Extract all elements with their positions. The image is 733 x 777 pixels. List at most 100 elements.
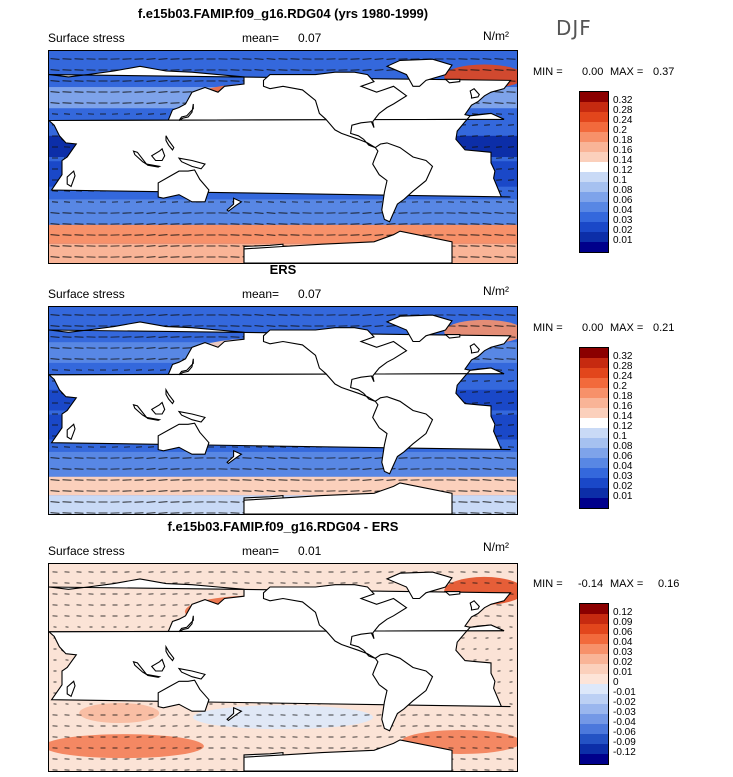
landmass-outline [150, 147, 166, 162]
colorbar-swatch [580, 644, 608, 654]
panel-1-max-label: MAX = [610, 66, 644, 78]
colorbar-swatch [580, 162, 608, 172]
colorbar-level-label: 0.28 [613, 105, 633, 116]
colorbar-level-label: 0.2 [613, 381, 627, 392]
colorbar-level-label: 0.01 [613, 235, 633, 246]
landmass-outline [243, 482, 453, 514]
colorbar-swatch [580, 418, 608, 428]
landmass-outline [469, 343, 480, 354]
colorbar-swatch [580, 172, 608, 182]
colorbar-level-label: 0.16 [613, 401, 633, 412]
colorbar-level-label: 0.18 [613, 135, 633, 146]
colorbar-level-label: 0.18 [613, 391, 633, 402]
colorbar-swatch [580, 624, 608, 634]
panel-3-variable: Surface stress [48, 544, 125, 558]
colorbar-swatch [580, 358, 608, 368]
landmass-outline [177, 157, 206, 170]
panel-2-min-label: MIN = [533, 322, 563, 334]
panel-2-mean-label: mean= [242, 287, 280, 301]
colorbar-swatch [580, 102, 608, 112]
landmass-outline [243, 739, 453, 771]
colorbar-swatch [580, 468, 608, 478]
colorbar-swatch [580, 498, 608, 508]
landmass-outline [226, 449, 243, 465]
panel-1-min-value: 0.00 [582, 66, 604, 78]
stress-band [49, 199, 517, 225]
colorbar-level-label: 0.09 [613, 617, 633, 628]
landmass-outline [49, 367, 511, 451]
colorbar-level-label: 0.04 [613, 461, 633, 472]
landmass-outline [144, 416, 162, 421]
colorbar-swatch [580, 222, 608, 232]
landmass-outline [178, 358, 194, 376]
colorbar-swatch [580, 704, 608, 714]
colorbar-level-label: 0.02 [613, 225, 633, 236]
panel-3-min-label: MIN = [533, 578, 563, 590]
panel-2-max-label: MAX = [610, 322, 644, 334]
colorbar-swatch [580, 458, 608, 468]
landmass-outline [444, 78, 461, 84]
colorbar-swatch [580, 674, 608, 684]
colorbar-level-label: -0.12 [613, 747, 636, 758]
landmass-outline [243, 230, 453, 263]
panel-2-map-field [49, 307, 517, 514]
colorbar-level-label: -0.04 [613, 717, 636, 728]
panel-2-min-value: 0.00 [582, 322, 604, 334]
colorbar-swatch [580, 192, 608, 202]
landmass-outline [157, 169, 210, 203]
panel-3-title: f.e15b03.FAMIP.f09_g16.RDG04 - ERS [167, 519, 399, 534]
colorbar-swatches [579, 91, 609, 253]
colorbar-level-label: -0.02 [613, 697, 636, 708]
panel-1-units: N/m² [483, 29, 509, 43]
landmass-outline [144, 673, 162, 678]
panel-3-min-value: -0.14 [578, 578, 604, 590]
panel-3-map [48, 563, 518, 772]
colorbar-level-label: 0.32 [613, 95, 633, 106]
landmass-outline [49, 112, 511, 198]
landmass-outline [157, 679, 210, 712]
landmass-outline [165, 387, 175, 405]
colorbar-level-label: 0.06 [613, 627, 633, 638]
landmass-outline [385, 571, 453, 600]
colorbar-level-label: 0.04 [613, 637, 633, 648]
colorbar-swatch [580, 398, 608, 408]
stress-patch [49, 734, 204, 759]
landmass-outline [372, 396, 434, 475]
landmass-outline [132, 150, 147, 165]
landmass-outline [262, 71, 408, 149]
landmass-outline [150, 658, 166, 672]
colorbar-level-label: 0.1 [613, 175, 627, 186]
landmass-outline [262, 327, 408, 402]
panel-1-title: f.e15b03.FAMIP.f09_g16.RDG04 (yrs 1980-1… [137, 6, 429, 21]
panel-1-mean-label: mean= [242, 31, 280, 45]
colorbar-swatch [580, 604, 608, 614]
panel-3-mean-value: 0.01 [298, 544, 322, 558]
panel-2-units: N/m² [483, 284, 509, 298]
colorbar-swatches [579, 603, 609, 765]
landmass-outline [372, 142, 434, 223]
landmass-outline [469, 600, 480, 611]
landmass-outline [132, 660, 147, 675]
colorbar-level-label: 0.12 [613, 421, 633, 432]
colorbar-level-label: 0.01 [613, 667, 633, 678]
panel-1-variable: Surface stress [48, 31, 125, 45]
landmass-outline [372, 653, 434, 732]
colorbar-level-label: 0.28 [613, 361, 633, 372]
landmass-outline [150, 401, 166, 415]
landmass-outline [444, 334, 461, 339]
colorbar-swatch [580, 122, 608, 132]
colorbar-swatch [580, 348, 608, 358]
landmass-outline [144, 163, 162, 168]
colorbar-level-label: 0.16 [613, 145, 633, 156]
landmass-outline [66, 170, 76, 188]
colorbar-level-label: -0.09 [613, 737, 636, 748]
landmass-outline [226, 197, 243, 212]
colorbar-level-label: 0.32 [613, 351, 633, 362]
colorbar-swatch [580, 744, 608, 754]
landmass-outline [469, 87, 480, 99]
panel-1-map [48, 50, 518, 264]
panel-3-map-field [49, 564, 517, 771]
colorbar-swatch [580, 378, 608, 388]
colorbar-level-label: 0.08 [613, 441, 633, 452]
colorbar-level-label: -0.03 [613, 707, 636, 718]
